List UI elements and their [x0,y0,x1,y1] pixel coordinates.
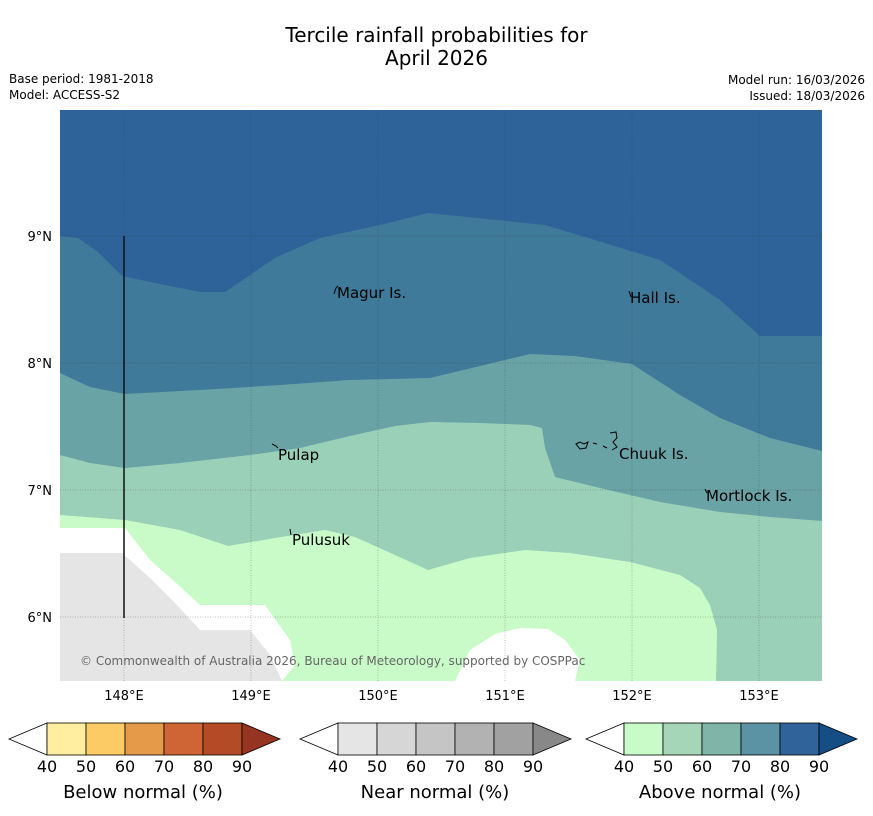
colorbar-near-tick-80: 80 [484,757,504,776]
lat-label-8n: 8°N [28,357,53,372]
colorbar-near-tick-60: 60 [406,757,426,776]
mortlock-island-shape [704,488,708,494]
gridlines [60,110,822,681]
colorbar-near-upper-extend [532,722,573,756]
colorbar-near-bin-70 [454,722,495,756]
chart-title-line1: Tercile rainfall probabilities for [285,23,588,47]
colorbar-below-tick-40: 40 [37,757,57,776]
chuuk-islet-3 [609,431,618,451]
issued-date: Issued: 18/03/2026 [749,89,865,103]
longitude-axis: 148°E 149°E 150°E 151°E 152°E 153°E [104,689,779,704]
colorbar-below-tick-60: 60 [115,757,135,776]
meta-right: Model run: 16/03/2026 Issued: 18/03/2026 [728,72,865,104]
colorbar-above-upper-extend [818,722,859,756]
base-period: Base period: 1981-2018 [9,72,154,86]
colorbar-below-tick-80: 80 [193,757,213,776]
colorbar-near-tick-50: 50 [367,757,387,776]
colorbar-near-bin-50 [376,722,417,756]
colorbar-above-title: Above normal (%) [639,782,801,803]
region-neutral-south [455,628,580,681]
lon-label-152e: 152°E [612,689,652,704]
colorbar-near-lower-extend [298,722,339,756]
colorbar-near-bin-80 [493,722,534,756]
model-run: Model run: 16/03/2026 [727,73,865,87]
label-hall-is: Hall Is. [630,289,681,307]
colorbar-above-bin-70 [740,722,781,756]
colorbar-above-normal: Above normal (%) 40 50 60 70 80 90 [584,722,859,803]
island-markers [271,285,708,536]
colorbar-above-bin-40 [623,722,664,756]
magur-island-shape [333,285,339,295]
lat-label-7n: 7°N [28,484,53,499]
copyright-credit: © Commonwealth of Australia 2026, Bureau… [80,654,585,668]
colorbar-below-upper-extend [241,722,282,756]
colorbar-above-tick-50: 50 [653,757,673,776]
colorbar-below-bin-50 [85,722,126,756]
colorbar-above-tick-40: 40 [614,757,634,776]
colorbar-above-lower-extend [584,722,625,756]
chuuk-islet-1 [592,442,598,445]
colorbar-near-tick-90: 90 [523,757,543,776]
lat-label-9n: 9°N [28,230,53,245]
colorbar-below-normal: Below normal (%) 40 50 60 70 80 90 [7,722,282,803]
colorbar-above-bin-80 [779,722,820,756]
colorbar-below-lower-extend [7,722,48,756]
model-name: Model: ACCESS-S2 [9,88,121,102]
colorbar-near-bin-40 [337,722,378,756]
colorbar-below-bin-60 [124,722,165,756]
latitude-axis: 9°N 8°N 7°N 6°N [28,230,53,626]
lat-label-6n: 6°N [28,611,53,626]
colorbar-below-bin-80 [202,722,243,756]
colorbar-below-bin-70 [163,722,204,756]
label-mortlock-is: Mortlock Is. [706,487,792,505]
label-pulap: Pulap [278,446,319,464]
chuuk-lagoon-shape [575,441,589,450]
label-pulusuk: Pulusuk [292,531,350,549]
label-chuuk-is: Chuuk Is. [619,445,688,463]
colorbar-near-tick-70: 70 [445,757,465,776]
colorbar-above-tick-80: 80 [770,757,790,776]
pulusuk-island-shape [289,528,292,536]
meta-left: Base period: 1981-2018 Model: ACCESS-S2 [9,71,154,103]
colorbar-near-normal: Near normal (%) 40 50 60 70 80 90 [298,722,573,803]
colorbar-below-tick-70: 70 [154,757,174,776]
colorbar-below-bin-40 [46,722,87,756]
colorbar-near-bin-60 [415,722,456,756]
colorbar-below-tick-90: 90 [232,757,252,776]
lon-label-150e: 150°E [358,689,398,704]
colorbar-above-tick-70: 70 [731,757,751,776]
colorbar-below-tick-50: 50 [76,757,96,776]
colorbar-above-tick-90: 90 [809,757,829,776]
lon-label-149e: 149°E [231,689,271,704]
lon-label-151e: 151°E [485,689,525,704]
lon-label-148e: 148°E [104,689,144,704]
pulap-island-shape [271,443,279,449]
colorbar-near-title: Near normal (%) [361,782,510,803]
label-magur-is: Magur Is. [337,284,406,302]
lon-label-153e: 153°E [739,689,779,704]
colorbar-near-tick-40: 40 [328,757,348,776]
chuuk-islet-2 [602,445,608,449]
map-area: Magur Is. Hall Is. Pulap Chuuk Is. Mortl… [60,110,822,681]
chart-title-line2: April 2026 [385,46,488,70]
colorbar-above-bin-50 [662,722,703,756]
colorbar-above-bin-60 [701,722,742,756]
colorbar-below-title: Below normal (%) [63,782,223,803]
hall-island-shape [628,290,632,298]
colorbar-above-tick-60: 60 [692,757,712,776]
